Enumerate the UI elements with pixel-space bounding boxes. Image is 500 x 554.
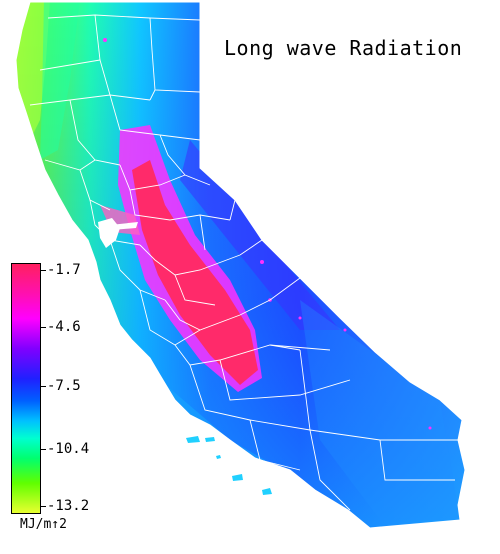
legend-unit: MJ/m↑2 — [20, 517, 67, 532]
channel-island — [205, 437, 215, 442]
legend-tick — [40, 386, 46, 387]
legend-color-bar — [11, 263, 41, 514]
suisun-bay — [110, 222, 138, 230]
county-boundaries — [29, 14, 460, 511]
legend-tick — [40, 449, 46, 450]
channel-island — [186, 436, 200, 443]
legend-tick — [40, 327, 46, 328]
channel-island — [262, 488, 272, 495]
legend-tick — [40, 506, 46, 507]
legend-label: -10.4 — [47, 441, 90, 457]
legend-tick — [40, 270, 46, 271]
channel-island — [232, 474, 243, 481]
channel-island — [216, 455, 221, 459]
legend-label: -7.5 — [47, 378, 81, 394]
legend-label-max: -1.7 — [47, 262, 81, 278]
legend-label-min: -13.2 — [47, 498, 90, 514]
map-title: Long wave Radiation — [224, 36, 463, 60]
legend-label: -4.6 — [47, 319, 81, 335]
